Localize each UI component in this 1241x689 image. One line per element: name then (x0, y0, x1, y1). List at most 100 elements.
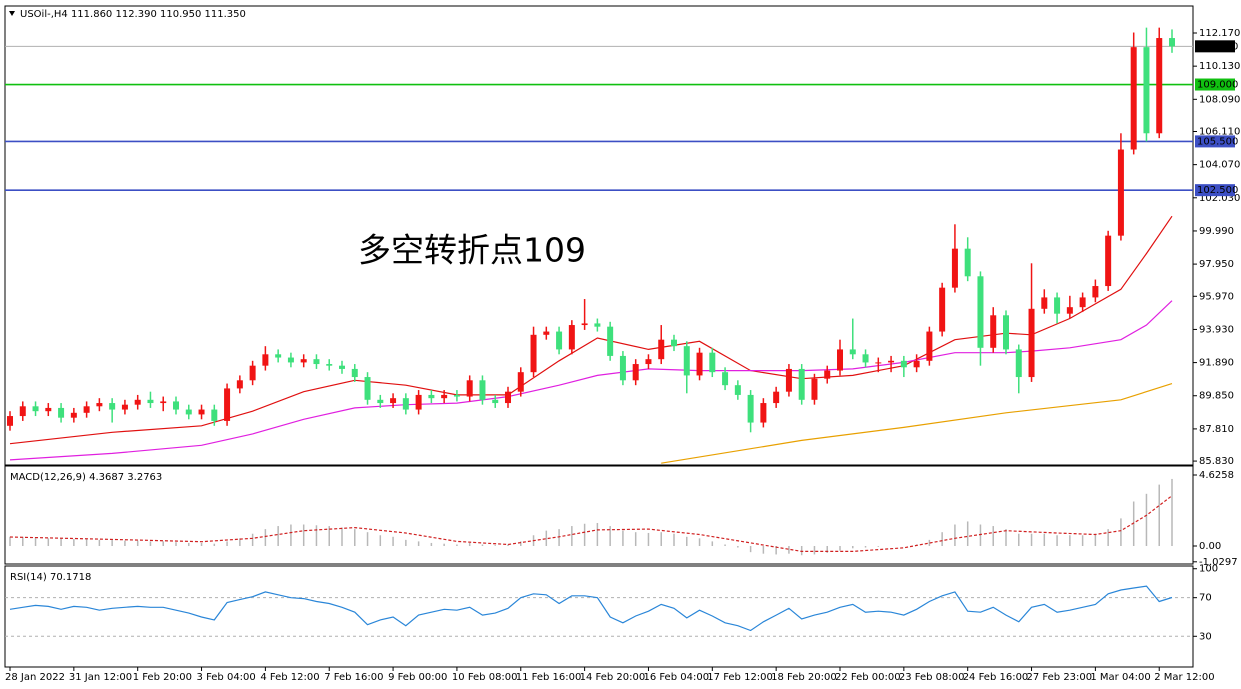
candle-body (109, 403, 116, 410)
candle-body (19, 406, 26, 417)
candle-body (632, 364, 639, 381)
candle-body (990, 315, 997, 348)
annotation: 多空转折点109 (358, 231, 586, 270)
candle-body (1092, 286, 1099, 298)
macd-title: MACD(12,26,9) 4.3687 3.2763 (10, 472, 162, 483)
y-tick-label: 0.00 (1199, 541, 1221, 552)
candle-body (1143, 47, 1150, 134)
price-panel (4, 5, 1194, 466)
candle-body (249, 365, 256, 381)
candle-body (441, 394, 448, 399)
level-label: 102.500 (1197, 185, 1238, 196)
candle-body (1054, 297, 1061, 314)
candle-body (926, 331, 933, 361)
candle-body (1130, 47, 1137, 150)
candle-body (287, 357, 294, 363)
y-tick-label: 91.890 (1199, 358, 1234, 369)
level-label-box (1195, 184, 1235, 197)
y-tick-label: 110.130 (1199, 61, 1240, 72)
candle-body (977, 276, 984, 348)
moving-average (9, 300, 1173, 461)
candle-body (1169, 38, 1175, 47)
candle-body (939, 287, 946, 332)
candle-body (326, 364, 333, 366)
candle-body (58, 407, 65, 418)
candle-body (811, 378, 818, 400)
candle-body (377, 399, 384, 404)
x-tick-label: 28 Jan 2022 (5, 672, 65, 683)
candle-body (121, 404, 128, 410)
candle-body (402, 398, 409, 410)
x-tick-label: 1 Feb 20:00 (133, 672, 192, 683)
y-tick-label: 108.090 (1199, 94, 1240, 105)
price-label: 111.350 (1197, 41, 1238, 52)
y-tick-label: -1.0297 (1199, 557, 1238, 568)
candle-body (696, 352, 703, 376)
candle-body (785, 368, 792, 392)
candle-body (875, 362, 882, 364)
candle-body (900, 360, 907, 368)
level-label: 109.000 (1197, 80, 1238, 91)
candle-body (964, 248, 971, 277)
candle-body (1117, 149, 1124, 236)
x-tick-label: 16 Feb 04:00 (643, 672, 709, 683)
x-tick-label: 24 Feb 16:00 (963, 672, 1029, 683)
candle-body (160, 401, 167, 404)
x-tick-label: 4 Feb 12:00 (260, 672, 319, 683)
plot-layer (5, 27, 1197, 671)
candle-body (466, 380, 473, 397)
candle-body (683, 346, 690, 376)
y-tick-label: 99.990 (1199, 226, 1234, 237)
candle-body (517, 372, 524, 392)
level-label-box (1195, 78, 1235, 91)
x-tick-label: 1 Mar 04:00 (1090, 672, 1150, 683)
candle-body (505, 391, 511, 404)
x-tick-label: 27 Feb 23:00 (1027, 672, 1093, 683)
candle-body (1015, 349, 1022, 378)
candle-body (543, 331, 550, 335)
y-tick-label: 97.950 (1199, 259, 1234, 270)
price-label-box (1195, 40, 1235, 53)
candle-body (453, 394, 460, 397)
macd-panel (4, 465, 1194, 565)
y-tick-label: 93.930 (1199, 324, 1234, 335)
candle-body (837, 349, 843, 371)
candle-body (1028, 308, 1035, 378)
candle-body (658, 339, 665, 360)
menu-arrow[interactable] (9, 11, 15, 16)
x-tick-label: 10 Feb 08:00 (452, 672, 518, 683)
y-tick-label: 85.830 (1199, 456, 1234, 467)
candle-body (262, 354, 269, 366)
y-tick-label: 104.070 (1199, 160, 1240, 171)
candle-body (581, 323, 588, 326)
candle-body (619, 355, 626, 381)
candle-body (198, 409, 205, 415)
x-tick-label: 2 Mar 12:00 (1154, 672, 1214, 683)
level-label: 105.500 (1197, 136, 1238, 147)
candle-body (734, 385, 741, 395)
candle-body (747, 394, 754, 423)
candle-body (1003, 315, 1009, 350)
candle-body (530, 334, 537, 373)
x-tick-label: 23 Feb 08:00 (899, 672, 965, 683)
candle-body (390, 398, 397, 404)
candle-body (479, 380, 486, 400)
candle-body (313, 359, 320, 365)
candle-body (428, 394, 435, 399)
candle-body (760, 403, 767, 423)
y-tick-label: 70 (1199, 593, 1212, 604)
y-tick-label: 102.030 (1199, 193, 1240, 204)
candle-body (1079, 297, 1086, 308)
candle-body (1156, 38, 1163, 134)
x-tick-label: 7 Feb 16:00 (324, 672, 383, 683)
candle-body (70, 412, 77, 418)
y-tick-label: 4.6258 (1199, 470, 1234, 481)
x-tick-label: 14 Feb 20:00 (580, 672, 646, 683)
y-tick-label: 100 (1199, 564, 1218, 575)
candle-body (645, 359, 652, 365)
candle-body (45, 407, 52, 412)
x-tick-label: 31 Jan 12:00 (69, 672, 132, 683)
y-tick-label: 30 (1199, 631, 1212, 642)
